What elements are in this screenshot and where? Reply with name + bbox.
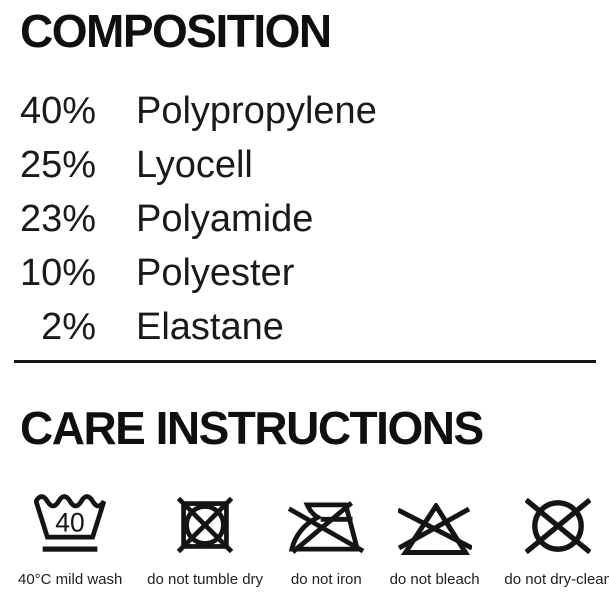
composition-row: 40% Polypropylene [20,84,596,138]
composition-row: 2% Elastane [20,300,596,354]
care-item-label: 40°C mild wash [18,571,123,588]
care-item-tumble-dry: do not tumble dry [147,495,263,589]
do-not-tumble-dry-icon [176,496,234,554]
wash-temperature-value: 40 [56,507,85,537]
wash-40-mild-icon: 40 [34,494,107,552]
section-divider [14,360,596,363]
composition-row: 23% Polyamide [20,192,596,246]
care-item-label: do not tumble dry [147,571,264,588]
composition-percent: 2% [41,306,96,348]
composition-row: 10% Polyester [20,246,596,300]
composition-list: 40% Polypropylene 25% Lyocell 23% Polyam… [20,84,596,354]
care-item-iron: do not iron [287,499,365,589]
composition-material: Polypropylene [136,90,377,132]
do-not-dry-clean-icon [525,497,592,555]
care-item-label: do not iron [290,571,362,588]
composition-percent: 23% [20,198,97,240]
composition-material: Lyocell [136,144,253,186]
composition-material: Polyamide [136,198,314,240]
composition-material: Polyester [136,252,295,294]
composition-percent: 10% [20,252,97,294]
care-item-label: do not bleach [389,571,480,588]
care-item-dry-clean: do not dry-clean [504,497,609,589]
composition-row: 25% Lyocell [20,138,596,192]
composition-material: Elastane [136,306,284,348]
care-item-bleach: do not bleach [390,503,480,589]
care-item-wash: 40 40°C mild wash [18,489,122,589]
care-icons-row: 40 40°C mild wash do not tumble dry do n… [18,489,609,589]
care-instructions-title: CARE INSTRUCTIONS [20,402,484,454]
do-not-bleach-icon [397,503,472,555]
do-not-iron-icon [287,501,365,554]
composition-title: COMPOSITION [20,5,332,57]
care-item-label: do not dry-clean [504,571,609,588]
composition-percent: 25% [20,144,97,186]
composition-percent: 40% [20,90,97,132]
